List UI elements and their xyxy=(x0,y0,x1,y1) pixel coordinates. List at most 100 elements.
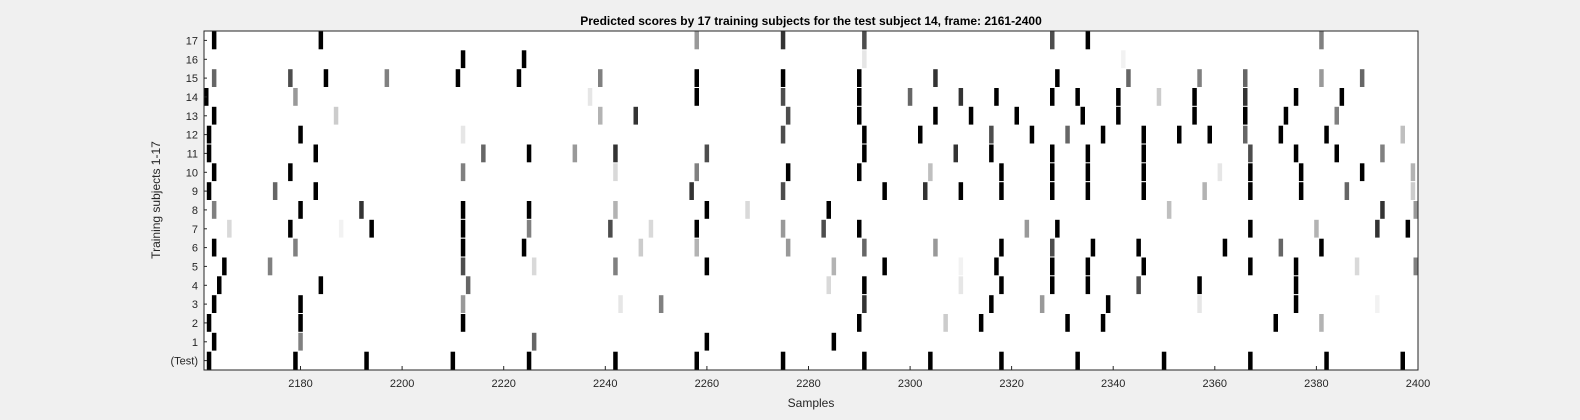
score-cell xyxy=(1100,125,1106,144)
score-cell xyxy=(780,88,786,106)
score-cell xyxy=(704,201,710,219)
score-cell xyxy=(928,163,933,182)
score-cell xyxy=(460,163,466,182)
y-tick-label: 3 xyxy=(192,299,198,311)
score-cell xyxy=(613,257,618,276)
score-cell xyxy=(1085,257,1091,276)
score-cell xyxy=(206,351,212,370)
score-cell xyxy=(907,88,913,106)
score-cell xyxy=(1192,88,1197,106)
score-cell xyxy=(694,163,699,182)
score-cell xyxy=(211,332,217,351)
score-cell xyxy=(526,144,532,163)
score-cell xyxy=(1359,69,1365,87)
score-cell xyxy=(1293,257,1299,276)
score-cell xyxy=(1334,106,1339,125)
score-cell xyxy=(613,201,618,219)
score-cell xyxy=(526,201,532,219)
x-tick-label: 2400 xyxy=(1406,378,1430,390)
score-cell xyxy=(227,219,232,238)
y-tick-label: 14 xyxy=(186,92,198,104)
score-cell xyxy=(288,219,293,238)
score-cell xyxy=(338,219,344,238)
score-cell xyxy=(1050,88,1055,106)
score-cell xyxy=(613,163,618,182)
score-cell xyxy=(1222,238,1228,257)
y-tick-label: 10 xyxy=(186,167,198,179)
chart-title: Predicted scores by 17 training subjects… xyxy=(580,14,1042,28)
score-cell xyxy=(994,88,999,106)
score-cell xyxy=(323,69,329,87)
score-cell xyxy=(862,351,867,370)
score-cell xyxy=(1380,144,1385,163)
x-tick-label: 2260 xyxy=(695,378,719,390)
score-cell xyxy=(1050,238,1055,257)
score-cell xyxy=(958,88,964,106)
score-cell xyxy=(531,257,537,276)
score-cell xyxy=(516,69,522,87)
score-cell xyxy=(1055,219,1060,238)
score-cell xyxy=(1075,88,1080,106)
x-tick-label: 2380 xyxy=(1304,378,1328,390)
score-cell xyxy=(211,106,217,125)
score-cell xyxy=(999,163,1004,182)
score-cell xyxy=(862,31,867,50)
score-cell xyxy=(298,295,303,313)
score-cell xyxy=(460,125,466,144)
score-cell xyxy=(694,219,699,238)
score-cell xyxy=(293,88,298,106)
score-cell xyxy=(831,257,837,276)
score-cell xyxy=(1248,144,1253,163)
score-cell xyxy=(1141,144,1146,163)
score-cell xyxy=(318,276,324,295)
score-cell xyxy=(1319,69,1324,87)
score-cell xyxy=(465,276,471,295)
y-tick-label: 17 xyxy=(186,35,198,47)
score-cells xyxy=(204,31,1418,370)
score-cell xyxy=(857,88,862,106)
score-cell xyxy=(613,351,618,370)
y-tick-label: 6 xyxy=(192,243,198,255)
score-cell xyxy=(1375,295,1380,313)
score-cell xyxy=(1248,351,1253,370)
score-cell xyxy=(638,238,644,257)
score-cell xyxy=(1085,182,1091,200)
score-cell xyxy=(1177,125,1182,144)
score-cell xyxy=(989,144,994,163)
score-cell xyxy=(1105,295,1111,313)
score-cell xyxy=(1014,106,1019,125)
score-cell xyxy=(1413,201,1418,219)
score-cell xyxy=(211,238,217,257)
score-cell xyxy=(526,219,532,238)
score-cell xyxy=(1314,219,1319,238)
score-cell xyxy=(918,125,923,144)
score-cell xyxy=(1400,125,1405,144)
score-cell xyxy=(293,238,298,257)
score-cell xyxy=(1410,182,1416,200)
x-tick-label: 2320 xyxy=(999,378,1023,390)
score-cell xyxy=(613,144,618,163)
score-cell xyxy=(460,50,466,69)
score-cell xyxy=(211,163,217,182)
score-cell xyxy=(694,351,699,370)
score-cell xyxy=(780,125,786,144)
score-cell xyxy=(1136,238,1141,257)
score-cell xyxy=(293,351,298,370)
score-cell xyxy=(1085,276,1091,295)
x-axis: 2180 2200 2220 2240 2260 2280 2300 2320 2340 2360… xyxy=(288,366,1430,390)
score-cell xyxy=(217,276,222,295)
score-cell xyxy=(658,295,664,313)
score-cell xyxy=(704,257,710,276)
score-cell xyxy=(1248,219,1253,238)
score-cell xyxy=(1278,238,1284,257)
y-tick-label: (Test) xyxy=(171,356,199,368)
y-tick-label: 8 xyxy=(192,205,198,217)
score-cell xyxy=(862,295,867,313)
score-cell xyxy=(780,351,786,370)
score-cell xyxy=(857,106,862,125)
score-cell xyxy=(598,106,603,125)
score-cell xyxy=(521,50,527,69)
score-cell xyxy=(933,69,938,87)
score-cell xyxy=(313,144,318,163)
